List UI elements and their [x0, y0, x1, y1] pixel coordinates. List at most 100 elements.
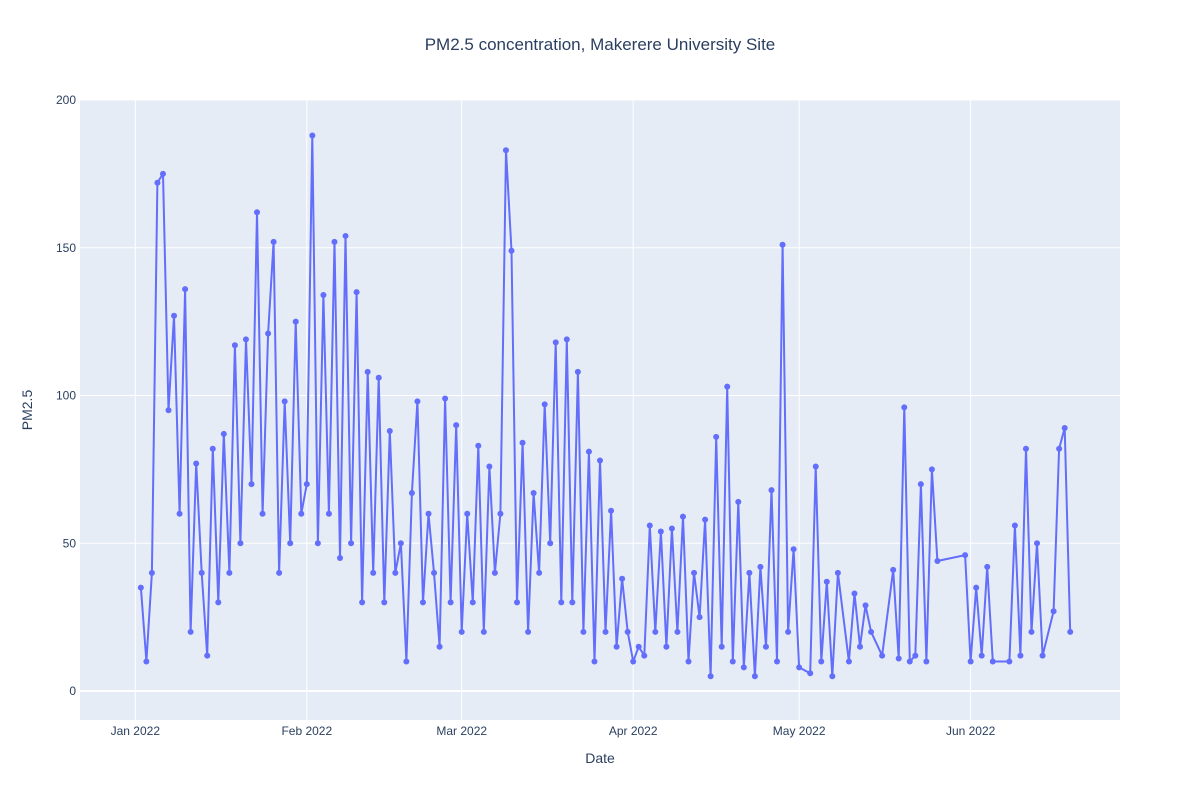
- data-point: [292, 318, 299, 325]
- data-point: [276, 569, 283, 576]
- data-point: [796, 664, 803, 671]
- data-point: [419, 599, 426, 606]
- data-point: [807, 670, 814, 677]
- data-point: [729, 658, 736, 665]
- data-point: [735, 498, 742, 505]
- data-point: [248, 481, 255, 488]
- data-point: [917, 481, 924, 488]
- data-point: [209, 445, 216, 452]
- data-point: [652, 628, 659, 635]
- data-point: [337, 555, 343, 562]
- data-point: [702, 516, 709, 523]
- y-axis-label: PM2.5: [19, 390, 35, 431]
- data-point: [685, 658, 692, 665]
- data-point: [137, 584, 144, 591]
- y-tick-label: 50: [63, 536, 77, 550]
- data-point: [541, 401, 548, 408]
- data-point: [635, 643, 642, 650]
- data-point: [978, 652, 985, 659]
- data-point: [425, 510, 432, 517]
- data-point: [1056, 445, 1063, 452]
- data-point: [309, 132, 316, 139]
- data-point: [967, 658, 974, 665]
- data-point: [608, 507, 615, 514]
- data-point: [857, 643, 863, 650]
- data-point: [718, 643, 725, 650]
- data-point: [342, 232, 349, 239]
- data-point: [619, 575, 626, 582]
- data-point: [823, 578, 830, 585]
- x-tick-label: Feb 2022: [281, 724, 332, 738]
- data-point: [569, 599, 576, 606]
- data-point: [480, 628, 487, 635]
- data-point: [691, 569, 698, 576]
- data-point: [187, 628, 194, 635]
- data-point: [287, 540, 294, 547]
- data-point: [514, 599, 521, 606]
- data-point: [1017, 652, 1024, 659]
- data-point: [392, 569, 399, 576]
- data-point: [746, 569, 753, 576]
- data-point: [928, 466, 935, 473]
- data-point: [901, 404, 908, 411]
- data-point: [436, 643, 443, 650]
- data-point: [591, 658, 598, 665]
- data-point: [774, 658, 781, 665]
- data-point: [359, 599, 366, 606]
- chart-title: PM2.5 concentration, Makerere University…: [425, 35, 776, 54]
- data-point: [696, 614, 703, 621]
- data-point: [973, 584, 980, 591]
- data-point: [408, 490, 415, 497]
- data-point: [740, 664, 747, 671]
- data-point: [984, 563, 991, 570]
- data-point: [204, 652, 211, 659]
- data-point: [790, 546, 797, 553]
- data-point: [845, 658, 852, 665]
- data-point: [165, 407, 172, 414]
- data-point: [724, 383, 731, 390]
- data-point: [226, 569, 233, 576]
- data-point: [182, 286, 189, 293]
- data-point: [563, 336, 570, 343]
- data-point: [386, 427, 393, 434]
- data-point: [768, 487, 775, 494]
- data-point: [1061, 425, 1068, 432]
- data-point: [757, 563, 764, 570]
- data-point: [154, 179, 161, 186]
- data-point: [530, 490, 537, 497]
- data-point: [895, 655, 902, 662]
- data-point: [574, 368, 581, 375]
- data-point: [458, 628, 465, 635]
- data-point: [923, 658, 930, 665]
- data-point: [602, 628, 609, 635]
- data-point: [1028, 628, 1035, 635]
- data-point: [469, 599, 476, 606]
- data-point: [989, 658, 996, 665]
- data-point: [159, 170, 166, 177]
- data-point: [198, 569, 205, 576]
- data-point: [176, 510, 183, 517]
- data-point: [375, 374, 382, 381]
- data-point: [536, 569, 543, 576]
- data-point: [679, 513, 686, 520]
- data-point: [237, 540, 244, 547]
- data-point: [331, 238, 338, 245]
- data-point: [303, 481, 310, 488]
- data-point: [1006, 658, 1013, 665]
- data-point: [453, 422, 460, 429]
- data-point: [497, 510, 504, 517]
- data-point: [148, 569, 155, 576]
- data-point: [320, 292, 327, 299]
- data-point: [558, 599, 565, 606]
- data-point: [403, 658, 410, 665]
- data-point: [519, 439, 526, 446]
- data-point: [442, 395, 449, 402]
- data-point: [663, 643, 670, 650]
- data-point: [259, 510, 266, 517]
- x-tick-label: Apr 2022: [609, 724, 658, 738]
- data-point: [370, 569, 377, 576]
- data-point: [879, 652, 886, 659]
- data-point: [143, 658, 150, 665]
- data-point: [862, 602, 869, 609]
